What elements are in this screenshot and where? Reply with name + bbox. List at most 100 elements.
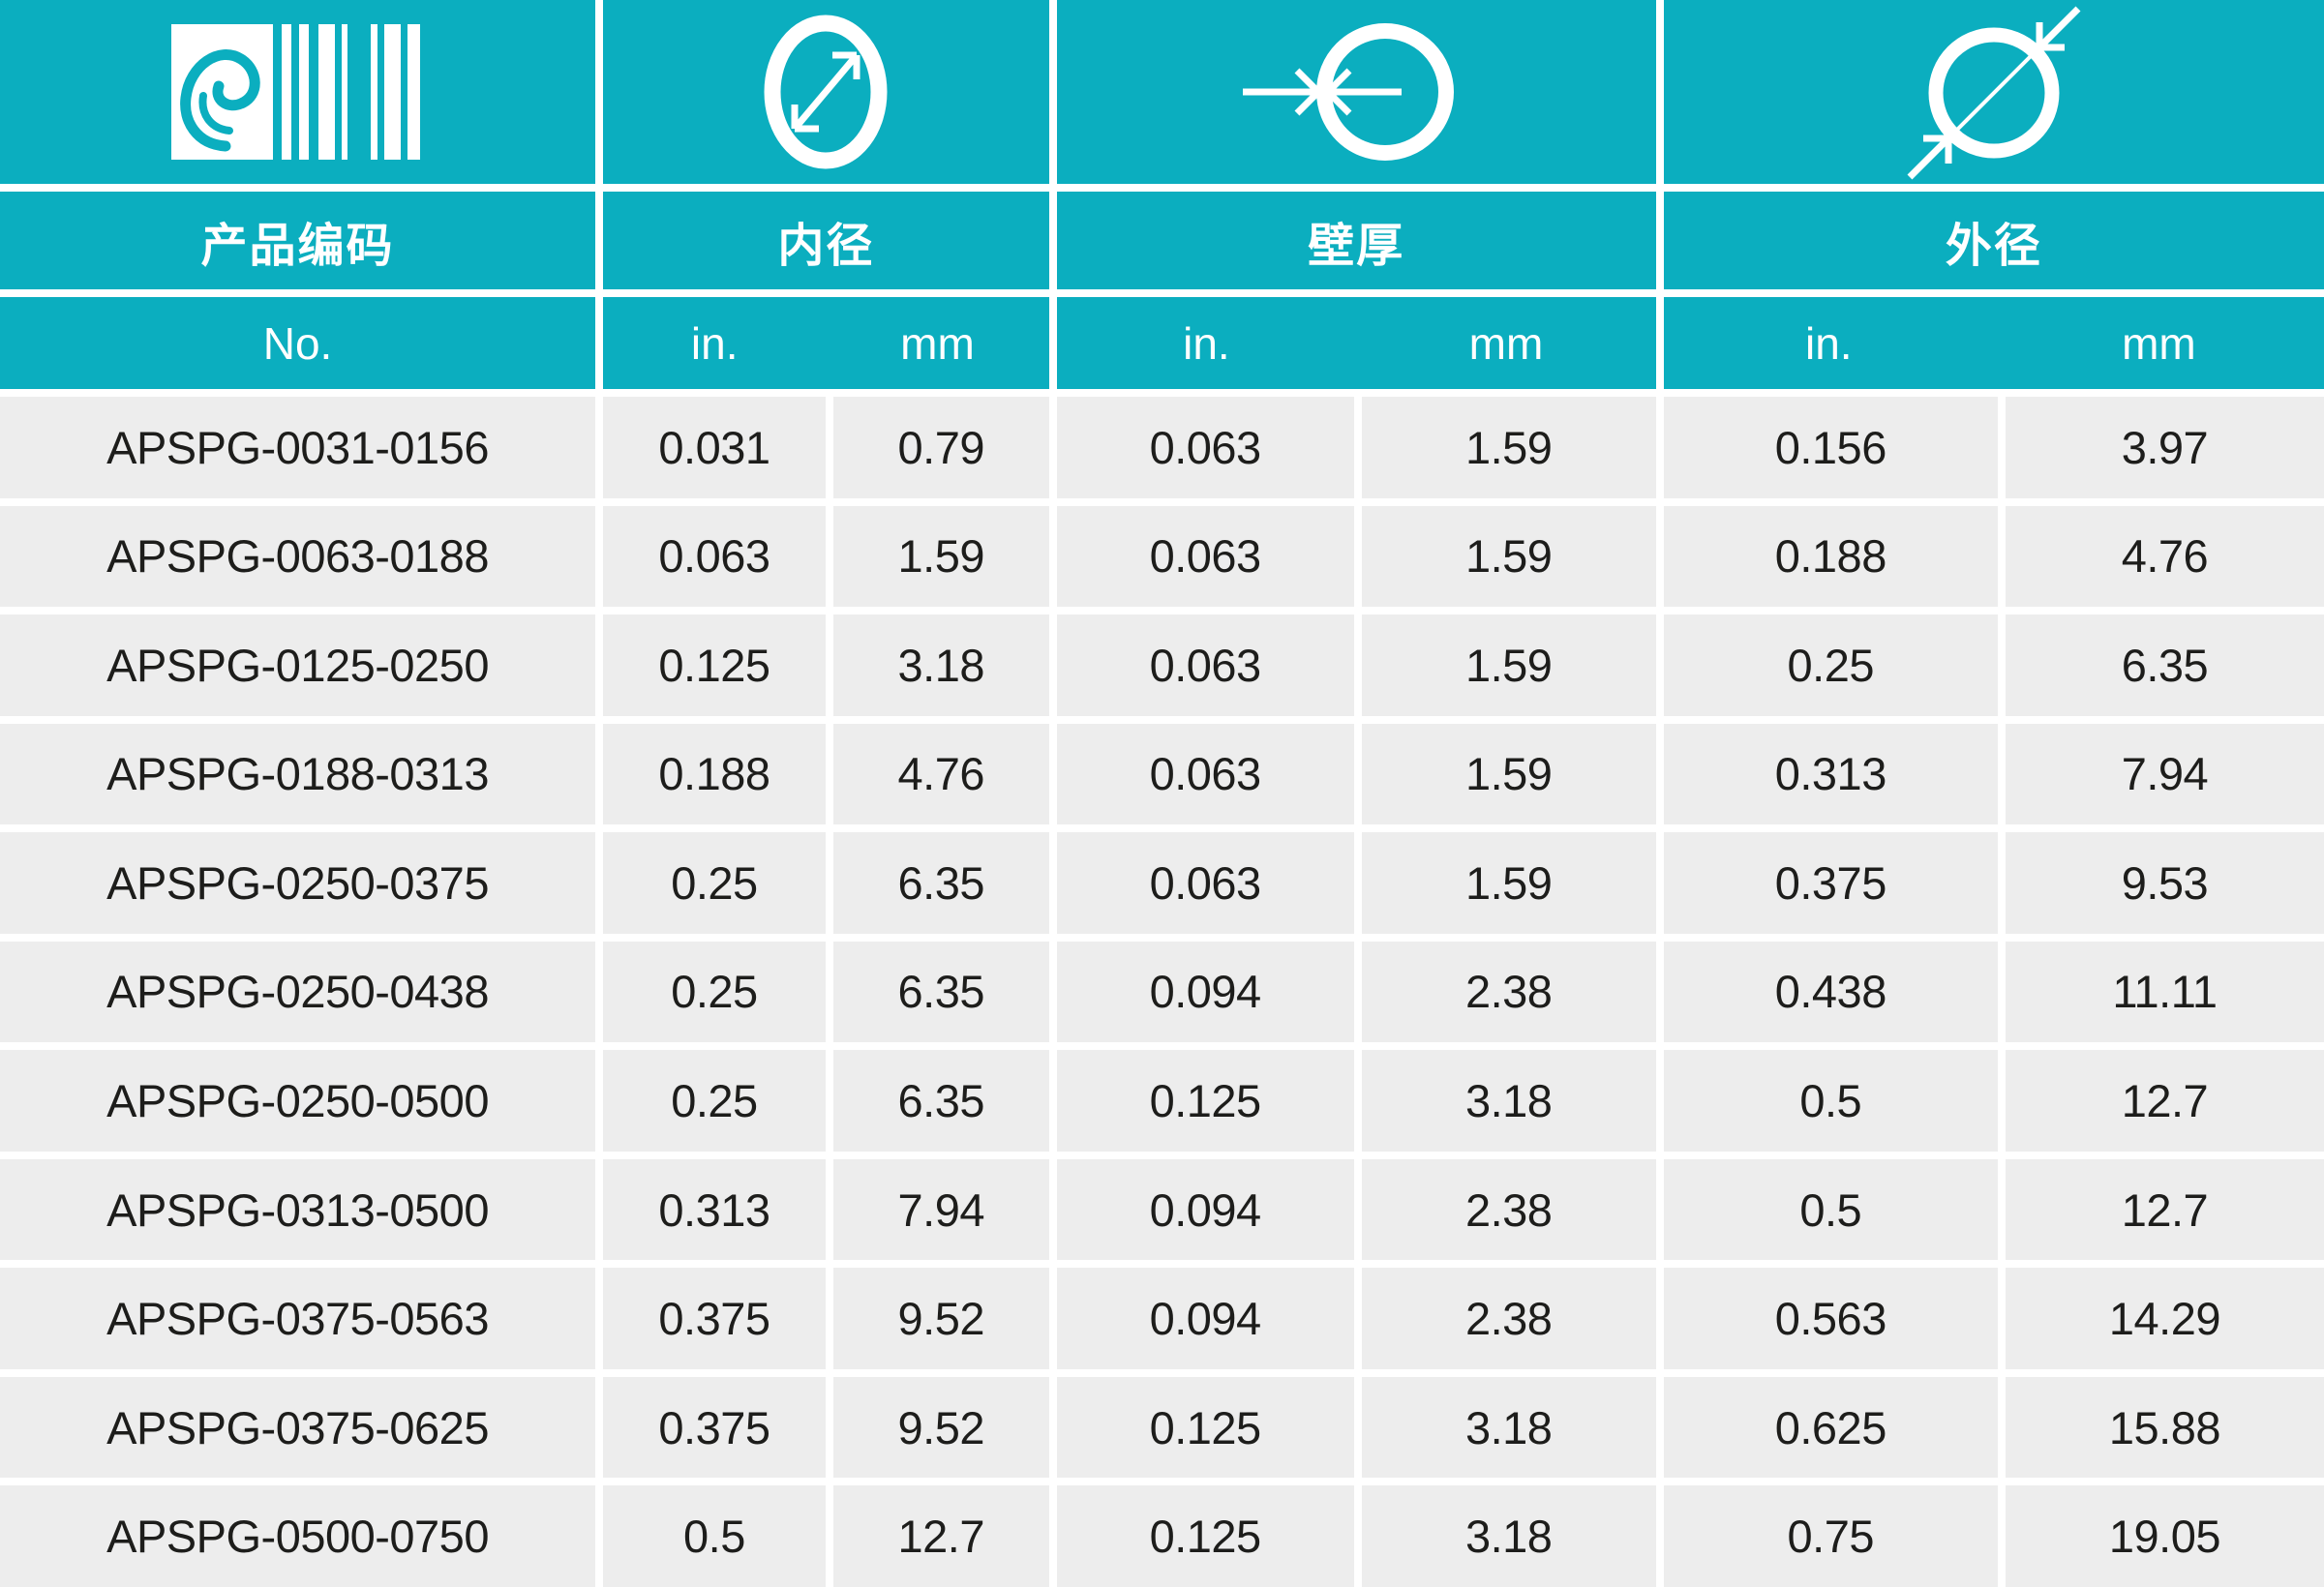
value-cell: 0.125 bbox=[603, 614, 826, 716]
value-cell: 0.156 bbox=[1663, 397, 1998, 498]
subheader-in-label: in. bbox=[1804, 317, 1853, 369]
value-cell: 0.188 bbox=[603, 723, 826, 825]
value-cell: 9.52 bbox=[832, 1376, 1049, 1479]
value-cell: 0.094 bbox=[1056, 941, 1354, 1043]
value-cell: 0.563 bbox=[1663, 1268, 1998, 1369]
value-cell: 3.18 bbox=[1361, 1050, 1656, 1152]
value-cell: 0.313 bbox=[603, 1158, 826, 1261]
value-cell: 3.18 bbox=[1361, 1485, 1656, 1587]
product-code-cell: APSPG-0250-0500 bbox=[0, 1050, 596, 1152]
value-cell: 0.313 bbox=[1663, 723, 1998, 825]
value-cell: 0.375 bbox=[603, 1268, 826, 1369]
subheader-mm-label: mm bbox=[2122, 317, 2196, 369]
value-cell: 0.5 bbox=[1663, 1158, 1998, 1261]
value-cell: 6.35 bbox=[832, 832, 1049, 934]
value-cell: 7.94 bbox=[2005, 723, 2324, 825]
wall-thickness-header-cell bbox=[1056, 0, 1656, 184]
value-cell: 9.52 bbox=[832, 1268, 1049, 1369]
inner-diameter-header-cell bbox=[603, 0, 1049, 184]
outer-diameter-header-cell bbox=[1663, 0, 2324, 184]
value-cell: 1.59 bbox=[1361, 614, 1656, 716]
subheader-mm-label: mm bbox=[900, 317, 975, 369]
outer-diameter-icon bbox=[1907, 6, 2081, 180]
value-cell: 0.375 bbox=[1663, 832, 1998, 934]
product-code-cell: APSPG-0375-0563 bbox=[0, 1268, 596, 1369]
brand-logo-barcode-icon bbox=[170, 24, 425, 160]
value-cell: 14.29 bbox=[2005, 1268, 2324, 1369]
value-cell: 0.063 bbox=[1056, 832, 1354, 934]
value-cell: 0.5 bbox=[603, 1485, 826, 1587]
value-cell: 0.063 bbox=[1056, 614, 1354, 716]
value-cell: 0.125 bbox=[1056, 1485, 1354, 1587]
value-cell: 6.35 bbox=[832, 1050, 1049, 1152]
subheader-in-label: in. bbox=[690, 317, 739, 369]
value-cell: 0.625 bbox=[1663, 1376, 1998, 1479]
value-cell: 0.063 bbox=[1056, 505, 1354, 608]
value-cell: 0.031 bbox=[603, 397, 826, 498]
subheader-in-label: in. bbox=[1183, 317, 1230, 369]
value-cell: 0.125 bbox=[1056, 1050, 1354, 1152]
value-cell: 0.25 bbox=[603, 832, 826, 934]
product-code-cell: APSPG-0250-0438 bbox=[0, 941, 596, 1043]
column-header-product-code: 产品编码 bbox=[0, 192, 596, 289]
value-cell: 6.35 bbox=[2005, 614, 2324, 716]
value-cell: 0.125 bbox=[1056, 1376, 1354, 1479]
value-cell: 2.38 bbox=[1361, 1268, 1656, 1369]
value-cell: 4.76 bbox=[2005, 505, 2324, 608]
subheader-no: No. bbox=[0, 297, 596, 389]
product-code-cell: APSPG-0063-0188 bbox=[0, 505, 596, 608]
product-code-cell: APSPG-0250-0375 bbox=[0, 832, 596, 934]
column-header-inner-diameter: 内径 bbox=[603, 192, 1049, 289]
value-cell: 0.063 bbox=[1056, 397, 1354, 498]
column-header-outer-diameter: 外径 bbox=[1663, 192, 2324, 289]
value-cell: 1.59 bbox=[1361, 832, 1656, 934]
value-cell: 19.05 bbox=[2005, 1485, 2324, 1587]
value-cell: 0.438 bbox=[1663, 941, 1998, 1043]
value-cell: 0.094 bbox=[1056, 1268, 1354, 1369]
product-code-cell: APSPG-0375-0625 bbox=[0, 1376, 596, 1479]
value-cell: 0.063 bbox=[603, 505, 826, 608]
value-cell: 9.53 bbox=[2005, 832, 2324, 934]
inner-diameter-icon bbox=[764, 15, 888, 169]
value-cell: 0.75 bbox=[1663, 1485, 1998, 1587]
value-cell: 0.375 bbox=[603, 1376, 826, 1479]
subheader-inner-diameter-units: in. mm bbox=[603, 297, 1049, 389]
value-cell: 0.063 bbox=[1056, 723, 1354, 825]
value-cell: 2.38 bbox=[1361, 941, 1656, 1043]
wall-thickness-icon bbox=[1243, 23, 1455, 161]
value-cell: 2.38 bbox=[1361, 1158, 1656, 1261]
value-cell: 0.25 bbox=[603, 941, 826, 1043]
value-cell: 12.7 bbox=[2005, 1050, 2324, 1152]
value-cell: 7.94 bbox=[832, 1158, 1049, 1261]
value-cell: 3.18 bbox=[1361, 1376, 1656, 1479]
value-cell: 4.76 bbox=[832, 723, 1049, 825]
value-cell: 3.18 bbox=[832, 614, 1049, 716]
column-header-wall-thickness: 壁厚 bbox=[1056, 192, 1656, 289]
value-cell: 0.25 bbox=[603, 1050, 826, 1152]
value-cell: 6.35 bbox=[832, 941, 1049, 1043]
subheader-mm-label: mm bbox=[1468, 317, 1544, 369]
value-cell: 0.79 bbox=[832, 397, 1049, 498]
logo-cell bbox=[0, 0, 596, 184]
value-cell: 1.59 bbox=[832, 505, 1049, 608]
value-cell: 15.88 bbox=[2005, 1376, 2324, 1479]
value-cell: 1.59 bbox=[1361, 505, 1656, 608]
product-code-cell: APSPG-0313-0500 bbox=[0, 1158, 596, 1261]
product-code-cell: APSPG-0188-0313 bbox=[0, 723, 596, 825]
product-code-cell: APSPG-0500-0750 bbox=[0, 1485, 596, 1587]
value-cell: 0.25 bbox=[1663, 614, 1998, 716]
value-cell: 0.188 bbox=[1663, 505, 1998, 608]
value-cell: 12.7 bbox=[832, 1485, 1049, 1587]
value-cell: 3.97 bbox=[2005, 397, 2324, 498]
value-cell: 12.7 bbox=[2005, 1158, 2324, 1261]
product-code-cell: APSPG-0031-0156 bbox=[0, 397, 596, 498]
product-code-cell: APSPG-0125-0250 bbox=[0, 614, 596, 716]
value-cell: 0.5 bbox=[1663, 1050, 1998, 1152]
value-cell: 0.094 bbox=[1056, 1158, 1354, 1261]
subheader-outer-diameter-units: in. mm bbox=[1663, 297, 2324, 389]
value-cell: 11.11 bbox=[2005, 941, 2324, 1043]
value-cell: 1.59 bbox=[1361, 723, 1656, 825]
subheader-wall-thickness-units: in. mm bbox=[1056, 297, 1656, 389]
value-cell: 1.59 bbox=[1361, 397, 1656, 498]
